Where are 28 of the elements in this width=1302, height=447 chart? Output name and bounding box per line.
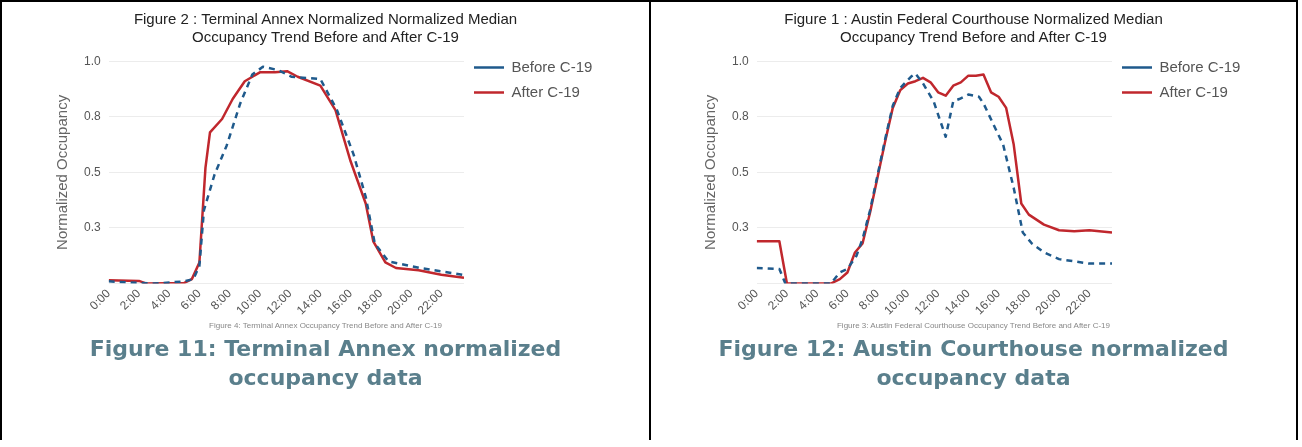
x-tick-label: 0:00 — [734, 286, 761, 313]
legend-label: After C-19 — [1159, 82, 1228, 100]
x-tick-label: 4:00 — [146, 286, 174, 313]
caption: Figure 11: Terminal Annex normalized occupancy data — [88, 335, 563, 392]
y-axis-title: Normalized Occupancy — [52, 94, 70, 250]
x-tick-label: 8:00 — [207, 286, 234, 313]
chart-title: Figure 2 : Terminal Annex Normalized Normalized Median Occupancy Trend Before and After C-19 — [132, 10, 519, 46]
x-tick-label: 4:00 — [794, 286, 822, 313]
caption: Figure 3: Austin Federal Courthouse Occupancy Trend Before and After C-19 — [836, 321, 1111, 330]
x-tick-label: 0:00 — [86, 286, 113, 313]
caption: Figure 12: Austin Courthouse normalized occupancy data — [717, 335, 1230, 392]
y-tick-label: 1.0 — [83, 53, 101, 68]
x-tick-label: 8:00 — [855, 286, 882, 313]
legend-label: After C-19 — [511, 82, 580, 100]
y-tick-label: 0.3 — [731, 220, 749, 235]
y-tick-label: 0.5 — [731, 164, 749, 179]
y-tick-label: 1.0 — [731, 53, 749, 68]
y-tick-label: 0.8 — [731, 109, 749, 124]
caption: Figure 4: Terminal Annex Occupancy Trend Before and After C-19 — [209, 321, 442, 330]
legend-label: Before C-19 — [511, 57, 592, 75]
x-tick-label: 6:00 — [176, 286, 204, 313]
x-tick-label: 6:00 — [824, 286, 852, 313]
y-axis-title: Normalized Occupancy — [700, 94, 718, 250]
y-tick-label: 0.3 — [83, 220, 101, 235]
legend-label: Before C-19 — [1159, 57, 1240, 75]
chart-title: Figure 1 : Austin Federal Courthouse Normalized Median Occupancy Trend Before and After C-19 — [783, 10, 1164, 46]
y-tick-label: 0.5 — [83, 164, 101, 179]
y-tick-label: 0.8 — [83, 109, 101, 124]
